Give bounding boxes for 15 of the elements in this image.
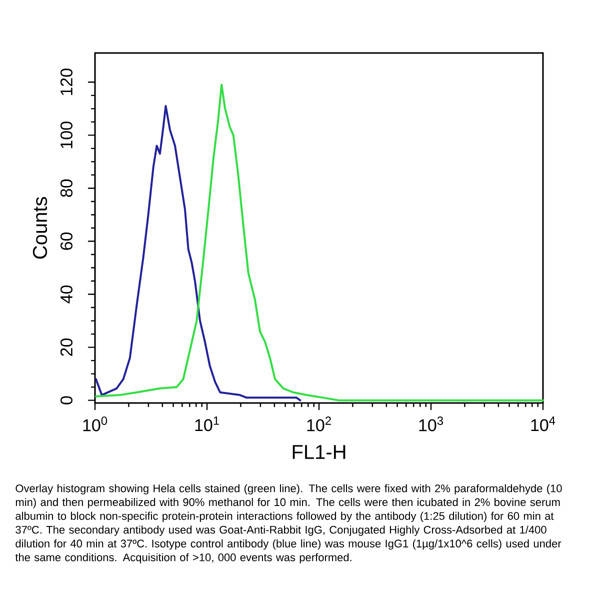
x-tick-label: 10$^{2}$ [307, 416, 331, 432]
y-tick-label: 60 [60, 232, 72, 250]
y-tick-label: 120 [60, 68, 72, 96]
y-tick-label: 20 [60, 338, 72, 356]
y-tick-label: 80 [60, 179, 72, 197]
x-tick-label: 10$^{4}$ [531, 416, 556, 432]
y-tick-label: 100 [60, 122, 72, 148]
x-axis-title: FL1-H [292, 445, 346, 459]
x-tick-label: 10$^{1}$ [195, 416, 219, 432]
y-tick-label: 0 [60, 396, 72, 404]
text: Overlay histogram showing Hela cells stained (green line). The cells were fixed with 2% paraformaldehyde (10 min) and then permeabilized with 90% methanol for 10 min. The cells were then icubated in 2% bovine serum albumin to block non-specific protein-protein interactions followed by the antibody (1:25 dilution) for 60 min at 37ºC. The secondary antibody used was Goat-Anti-Rabbit IgG, Conjugated Highly Cross-Adsorbed at 1/400 dilution for 40 min at 37ºC. Isotype control antibody (blue line) was mouse IgG1 (1µg/1x10^6 cells) used under the same conditions. Acquisition of >10, 000 events was performed. [15, 484, 562, 564]
x-tick-label: 10$^{3}$ [419, 416, 443, 432]
y-tick-label: 40 [60, 285, 72, 304]
y-axis-title: Counts [32, 197, 48, 259]
x-tick-label: 10$^{0}$ [83, 416, 108, 432]
